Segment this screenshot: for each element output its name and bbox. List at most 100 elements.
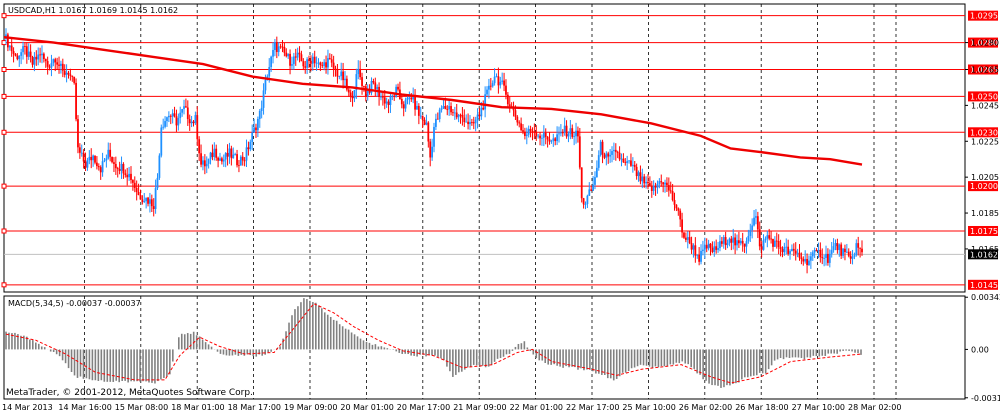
candle-body — [482, 107, 485, 110]
level-handle[interactable] — [1, 66, 7, 72]
candle-body — [656, 184, 659, 188]
x-tick-label: 22 Mar 01:00 — [510, 403, 563, 412]
candle-body — [393, 95, 396, 97]
candle-body — [861, 248, 863, 253]
candle-body — [647, 181, 649, 184]
candle-body — [342, 71, 344, 81]
candle-body — [753, 217, 755, 226]
candle-body — [35, 56, 38, 60]
moving-average-line — [3, 36, 863, 166]
candle-body — [128, 173, 130, 178]
candle-body — [332, 62, 335, 69]
candle-body — [525, 134, 528, 136]
candle-body — [363, 85, 365, 87]
candle-body — [605, 153, 608, 158]
candle-body — [306, 59, 309, 68]
candle-body — [637, 172, 640, 177]
candle-body — [65, 72, 68, 75]
candle-body — [440, 108, 443, 110]
candle-body — [660, 181, 663, 183]
candle-body — [302, 61, 305, 67]
candle-body — [14, 53, 17, 56]
candle-body — [50, 63, 53, 68]
candle-body — [508, 104, 511, 107]
candle-body — [762, 240, 765, 250]
level-handle[interactable] — [1, 282, 7, 288]
candle-body — [345, 78, 348, 90]
candle-body — [554, 138, 557, 142]
candle-body — [645, 181, 648, 184]
level-handle[interactable] — [1, 13, 7, 19]
candle-body — [677, 208, 680, 211]
candle-body — [791, 248, 793, 252]
candle-body — [488, 85, 490, 90]
candle-body — [219, 158, 221, 161]
candle-body — [825, 253, 827, 258]
current-price-label: 1.0162 — [970, 250, 998, 259]
candle-body — [584, 204, 587, 205]
candle-body — [601, 141, 604, 155]
candle-body — [594, 177, 596, 185]
candle-body — [133, 182, 136, 188]
y-tick-label: 1.0265 — [971, 65, 999, 74]
candle-body — [764, 238, 767, 241]
level-handle[interactable] — [1, 93, 7, 99]
candle-body — [768, 235, 771, 239]
candle-body — [732, 237, 735, 243]
candle-body — [131, 179, 134, 183]
candle-body — [361, 77, 363, 86]
candle-body — [692, 245, 695, 250]
level-handle[interactable] — [1, 40, 7, 46]
candle-body — [755, 216, 757, 218]
candle-body — [847, 251, 850, 256]
candle-body — [228, 148, 231, 157]
candle-body — [569, 128, 572, 135]
macd-signal-line — [5, 303, 863, 384]
candle-body — [69, 74, 72, 76]
x-tick-label: 19 Mar 09:00 — [284, 403, 337, 412]
candle-body — [166, 117, 168, 122]
candle-body — [238, 165, 240, 167]
level-handle[interactable] — [1, 228, 7, 234]
candle-body — [486, 89, 488, 95]
candle-body — [686, 237, 689, 240]
candle-body — [111, 156, 113, 163]
candle-body — [495, 76, 498, 78]
candle-body — [633, 164, 636, 167]
candle-body — [103, 160, 106, 162]
candle-body — [222, 159, 225, 162]
candle-body — [359, 68, 362, 78]
candles — [5, 28, 863, 274]
candle-body — [696, 254, 699, 256]
candle-body — [86, 160, 89, 168]
candle-body — [524, 131, 526, 136]
chart-header: USDCAD,H1 1.0167 1.0169 1.0145 1.0162 — [8, 6, 178, 15]
candle-body — [751, 225, 754, 231]
candle-body — [205, 163, 208, 167]
candle-body — [766, 235, 769, 239]
candle-body — [116, 168, 119, 170]
candle-body — [25, 46, 28, 57]
candle-body — [275, 42, 278, 53]
candle-body — [414, 95, 416, 110]
candle-body — [245, 147, 248, 161]
candle-body — [67, 72, 70, 75]
candle-body — [849, 255, 852, 259]
candle-body — [90, 156, 93, 161]
candle-body — [484, 94, 487, 110]
candle-body — [607, 153, 610, 157]
level-handle[interactable] — [1, 129, 7, 135]
level-price-tag — [968, 37, 998, 48]
level-handle[interactable] — [1, 183, 7, 189]
candle-body — [806, 258, 808, 266]
candle-body — [61, 63, 64, 71]
candle-body — [546, 136, 549, 140]
candle-body — [556, 134, 558, 142]
candle-body — [529, 128, 532, 132]
candle-body — [520, 123, 523, 131]
horizontal-levels[interactable]: 1.0295 1.0280 1.0265 1.0250 1.0230 1.0200 1.01… — [1, 10, 998, 290]
x-tick-label: 22 Mar 17:00 — [566, 403, 619, 412]
candle-body — [703, 245, 706, 250]
candle-body — [470, 122, 473, 123]
